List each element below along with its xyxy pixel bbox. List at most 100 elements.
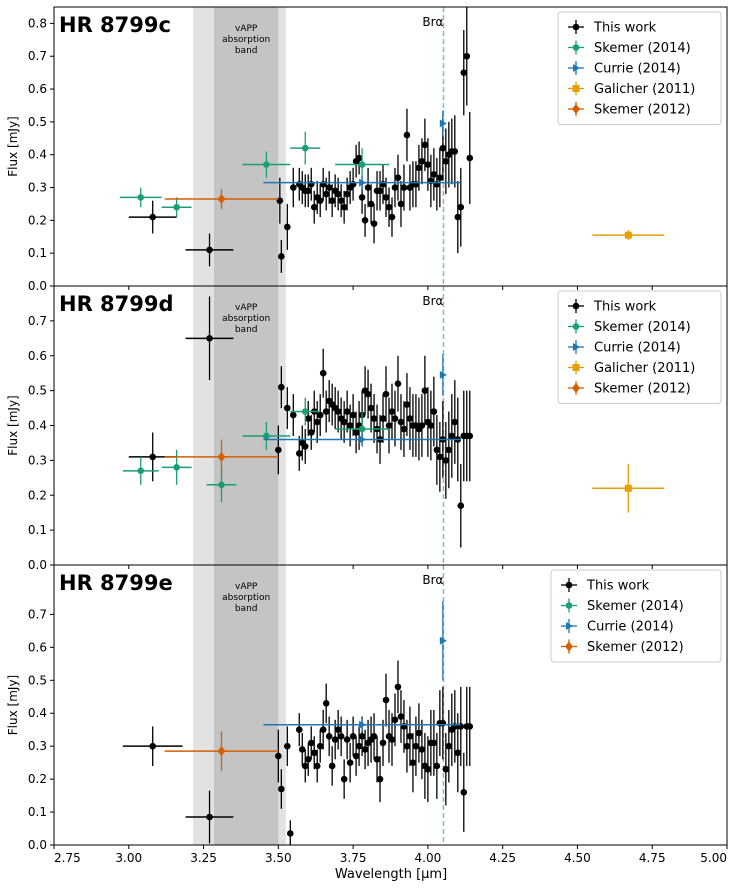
data-point (361, 217, 369, 224)
data-point (149, 453, 157, 461)
data-point (382, 696, 390, 704)
data-point (319, 726, 327, 734)
data-point (340, 203, 348, 211)
y-tick-label: 0.5 (28, 384, 47, 398)
x-tick-label: 5.00 (700, 851, 727, 865)
data-point (331, 736, 339, 743)
data-point (284, 404, 291, 412)
band-label-line: absorption (222, 35, 270, 45)
band-label-line: absorption (222, 593, 270, 603)
x-tick-label: 3.50 (265, 851, 292, 865)
data-point (445, 742, 453, 750)
legend-label: Skemer (2012) (594, 382, 691, 397)
band-label-line: vAPP (235, 582, 258, 592)
data-point (217, 194, 226, 205)
data-point (439, 370, 447, 379)
band-label-line: band (235, 46, 258, 56)
data-point (310, 749, 318, 757)
data-point (460, 788, 468, 796)
data-point (460, 69, 468, 76)
data-point (310, 203, 318, 211)
series-skemer2014 (119, 131, 390, 218)
series-skemer2012 (164, 189, 279, 209)
data-point (427, 422, 435, 429)
x-tick-label: 4.00 (415, 851, 442, 865)
data-point (361, 746, 369, 753)
data-point (325, 732, 333, 740)
legend-marker (572, 364, 580, 371)
y-tick-label: 0.6 (28, 82, 47, 96)
data-point (400, 184, 408, 191)
data-point (463, 52, 471, 60)
data-point (359, 720, 367, 729)
absorption-band-dark (214, 286, 279, 565)
data-point (295, 726, 303, 734)
y-tick-label: 0.2 (28, 772, 47, 786)
y-tick-label: 0.1 (28, 805, 47, 819)
data-point (379, 739, 387, 747)
data-point (325, 184, 333, 191)
data-point (454, 213, 462, 221)
data-point (313, 762, 321, 770)
legend-frame (557, 11, 722, 125)
data-point (439, 119, 447, 128)
legend-label: Galicher (2011) (594, 361, 695, 376)
data-point (278, 383, 285, 391)
data-point (421, 141, 429, 149)
panel-title: HR 8799e (59, 571, 173, 595)
y-tick-label: 0.4 (28, 706, 47, 720)
data-point (149, 213, 157, 221)
x-tick-label: 4.75 (639, 851, 666, 865)
bra-label: Brα (422, 15, 443, 29)
series-skemer2012 (164, 731, 279, 771)
y-tick-label: 0.5 (28, 673, 47, 687)
legend-marker (572, 383, 580, 393)
y-axis-label: Flux [mJy] (6, 675, 20, 735)
data-point (400, 425, 408, 433)
legend-label: Currie (2014) (587, 620, 674, 635)
band-label-line: vAPP (235, 24, 258, 34)
y-tick-label: 0.7 (28, 49, 47, 63)
plot-area (122, 601, 474, 845)
data-point (388, 408, 396, 415)
data-point (316, 742, 324, 750)
legend: This work Skemer (2014) Currie (2014) Galic… (557, 11, 722, 125)
data-point (624, 231, 632, 239)
data-point (391, 184, 399, 191)
data-point (358, 425, 366, 433)
data-point (278, 253, 285, 260)
legend-marker (573, 64, 580, 72)
data-point (328, 762, 336, 770)
legend-frame (557, 290, 722, 404)
data-point (451, 418, 459, 426)
data-point (424, 765, 432, 773)
data-point (301, 443, 309, 450)
data-point (370, 415, 378, 422)
data-point (206, 335, 213, 342)
legend-frame (550, 569, 722, 663)
legend-label: This work (586, 579, 650, 594)
data-point (284, 223, 291, 231)
data-point (442, 157, 450, 165)
data-point (343, 190, 351, 198)
legend-label: Skemer (2014) (594, 320, 691, 335)
data-point (397, 418, 405, 426)
y-tick-label: 0.3 (28, 453, 47, 467)
series-this_work (122, 660, 474, 845)
data-point (433, 446, 441, 454)
data-point (289, 411, 297, 419)
panel-frame (53, 564, 728, 846)
data-point (304, 187, 312, 195)
data-point (448, 432, 456, 440)
data-point (289, 184, 297, 191)
data-point (370, 732, 378, 740)
data-point (430, 408, 438, 415)
y-tick-label: 0.3 (28, 181, 47, 195)
data-point (337, 732, 345, 740)
series-galicher2011 (592, 463, 665, 513)
data-point (382, 194, 390, 201)
data-point (403, 131, 411, 139)
data-point (406, 732, 414, 740)
y-tick-label: 0.8 (28, 16, 47, 30)
